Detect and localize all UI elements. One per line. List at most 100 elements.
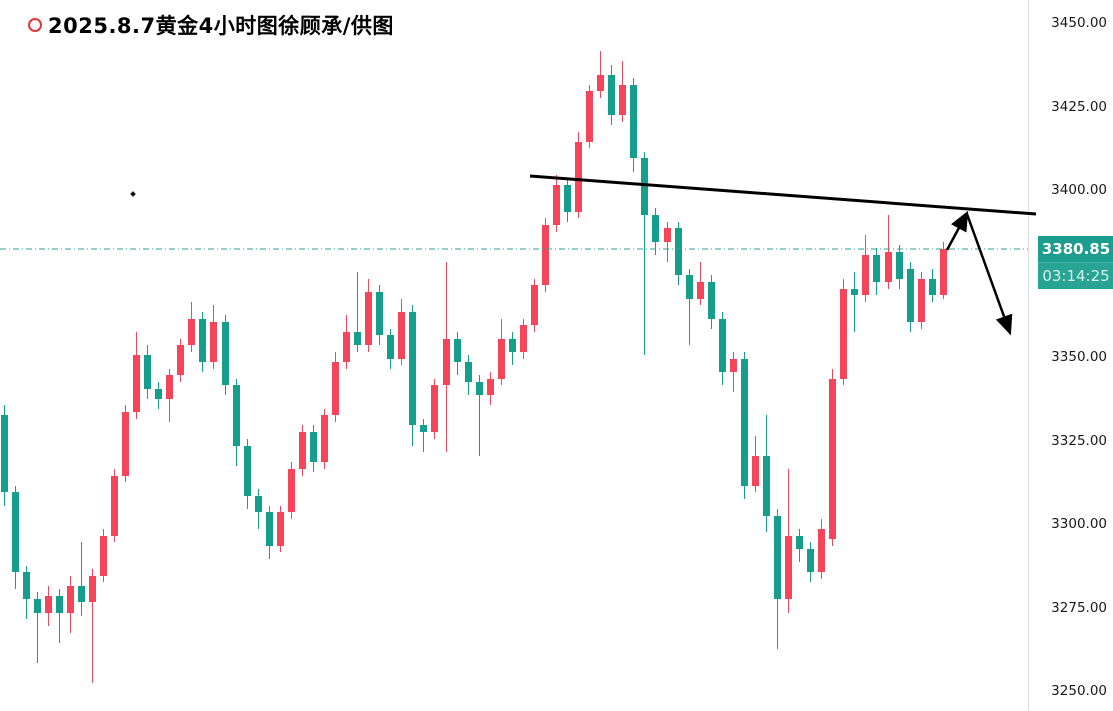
candle-body <box>762 455 770 516</box>
candle-body <box>464 362 472 383</box>
candle-body <box>155 388 163 399</box>
axis-tick-label: 3325.00 <box>1051 432 1107 449</box>
candle-body <box>265 512 273 546</box>
candle-wick <box>666 221 668 262</box>
candle-body <box>486 378 494 396</box>
candle-body <box>210 321 218 363</box>
candle-body <box>751 455 759 486</box>
candle-body <box>707 281 715 319</box>
candle-wick <box>423 418 425 453</box>
candle-body <box>199 318 207 362</box>
candle-body <box>111 475 118 536</box>
candle-wick <box>91 569 93 683</box>
candle-body <box>453 338 461 362</box>
candle-body <box>508 338 516 352</box>
candle-wick <box>887 215 889 289</box>
candle-body <box>939 248 947 296</box>
axis-tick-label: 3400.00 <box>1051 182 1107 198</box>
candle-body <box>564 185 572 212</box>
candle-body <box>497 338 505 379</box>
candle-body <box>630 84 638 159</box>
candle-body <box>22 572 30 600</box>
candle-body <box>608 74 616 115</box>
current-price-badge: 3380.85 03:14:25 <box>1038 236 1113 289</box>
candle-body <box>77 585 85 603</box>
candle-body <box>431 385 439 433</box>
candle-body <box>740 358 748 486</box>
candle-body <box>177 345 185 376</box>
candle-wick <box>732 352 734 393</box>
candle-body <box>807 549 815 573</box>
candle-body <box>729 358 737 373</box>
candle-body <box>365 291 373 346</box>
candle-body <box>519 325 527 352</box>
axis-tick-label: 3250.00 <box>1051 683 1107 699</box>
candle-body <box>718 318 726 373</box>
candle-body <box>33 599 41 613</box>
candle-body <box>0 415 8 493</box>
candle-body <box>597 74 605 92</box>
candle-body <box>144 355 152 389</box>
chart-title-row: 2025.8.7黄金4小时图徐顾承/供图 <box>28 10 394 40</box>
candle-body <box>475 382 483 396</box>
price-axis[interactable]: 3450.00 3425.00 3400.00 3350.00 3325.00 3300.… <box>1028 0 1113 711</box>
candle-body <box>88 575 96 603</box>
candle-body <box>99 535 107 576</box>
candle-body <box>243 445 251 496</box>
candle-body <box>774 515 781 600</box>
candle-body <box>553 185 560 226</box>
candle-body <box>398 311 406 359</box>
candle-body <box>851 288 859 296</box>
candle-body <box>895 251 903 279</box>
candle-body <box>309 432 317 463</box>
candle-body <box>917 278 925 322</box>
candle-body <box>884 251 892 282</box>
candle-body <box>409 311 417 426</box>
candle-wick <box>357 271 359 352</box>
candle-body <box>829 378 837 540</box>
candle-body <box>674 228 682 276</box>
candle-body <box>862 255 870 296</box>
candle-body <box>928 278 936 296</box>
candle-body <box>66 585 74 613</box>
candle-body <box>320 415 328 463</box>
candle-body <box>254 495 262 513</box>
candle-wick <box>644 151 646 356</box>
candle-body <box>376 291 384 336</box>
candle-body <box>44 595 52 613</box>
candle-wick <box>478 375 480 456</box>
candle-body <box>188 318 196 346</box>
candle-body <box>221 321 229 386</box>
candle-body <box>906 268 914 322</box>
candle-body <box>332 362 339 416</box>
candle-body <box>785 535 793 600</box>
candle-body <box>11 492 19 573</box>
candle-body <box>442 338 450 386</box>
candle-body <box>685 275 693 299</box>
candle-body <box>232 385 240 446</box>
candle-body <box>796 535 804 550</box>
candle-body <box>343 331 351 362</box>
candle-body <box>575 141 583 212</box>
candle-body <box>122 412 130 476</box>
candle-body <box>541 225 549 286</box>
candle-wick <box>854 271 856 332</box>
candle-body <box>354 331 362 346</box>
candle-body <box>818 529 826 573</box>
chart-title: 2025.8.7黄金4小时图徐顾承/供图 <box>48 14 394 38</box>
axis-tick-label: 3425.00 <box>1051 98 1107 115</box>
red-circle-marker <box>28 18 42 32</box>
candle-body <box>586 91 594 142</box>
axis-tick-label: 3350.00 <box>1051 349 1107 365</box>
candle-body <box>387 335 395 359</box>
candle-body <box>287 468 295 513</box>
axis-tick-label: 3450.00 <box>1051 15 1107 31</box>
candle-wick <box>58 589 60 643</box>
candlestick-plot[interactable] <box>0 0 1028 711</box>
axis-tick-label: 3300.00 <box>1051 516 1107 532</box>
candle-wick <box>80 542 82 616</box>
candle-body <box>298 432 306 469</box>
candle-body <box>652 215 660 242</box>
candle-body <box>840 288 848 379</box>
